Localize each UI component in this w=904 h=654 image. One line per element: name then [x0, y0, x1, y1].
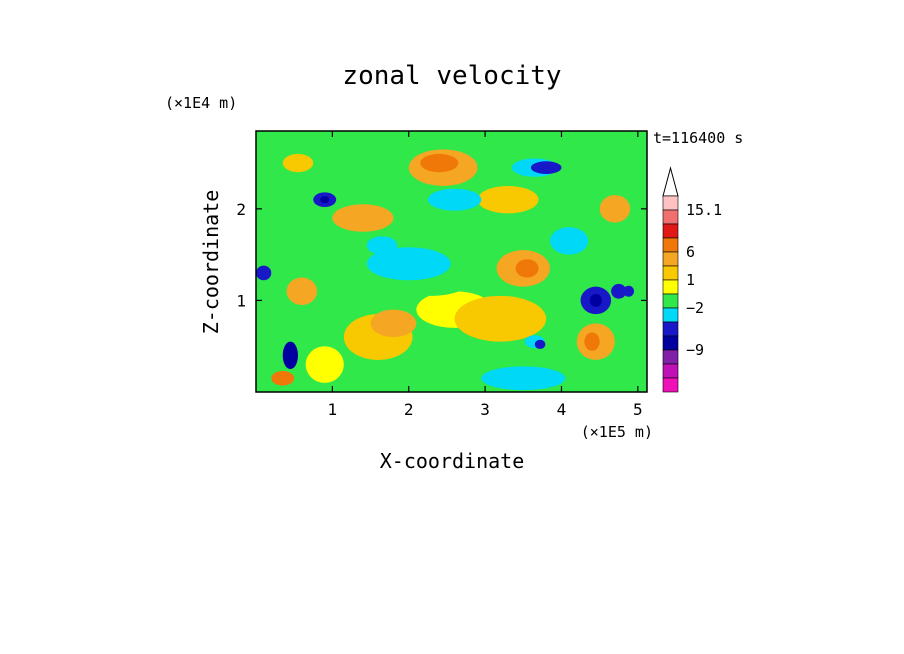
field-contour-17: [481, 366, 566, 391]
x-tick-label: 2: [404, 400, 414, 419]
field-contour-15: [366, 247, 451, 281]
x-axis: 1 2 3 4 5: [328, 131, 643, 419]
colorbar-swatch: [662, 335, 679, 351]
colorbar-tick-label: 6: [686, 243, 695, 261]
field-contour-34: [271, 370, 295, 386]
colorbar-swatch: [662, 349, 679, 365]
chart-title: zonal velocity: [342, 61, 561, 91]
field-contour-3: [370, 309, 417, 338]
time-label: t=116400 s: [653, 129, 743, 147]
field-contour-9: [584, 332, 600, 351]
colorbar-tick-label: 15.1: [686, 201, 722, 219]
field-contour-24: [534, 339, 546, 349]
colorbar-swatch: [662, 251, 679, 267]
field-contour-16: [427, 188, 482, 211]
field-contour-20: [530, 161, 562, 175]
x-tick-label: 4: [557, 400, 567, 419]
field-contour-25: [366, 236, 398, 255]
colorbar-tick-label: −2: [686, 299, 704, 317]
field-contour-18: [550, 227, 589, 255]
colorbar-swatch: [662, 279, 679, 295]
x-tick-label: 3: [480, 400, 490, 419]
x-tick-label: 5: [633, 400, 643, 419]
x-tick-label: 1: [328, 400, 338, 419]
colorbar-swatch: [662, 223, 679, 239]
y-tick-label: 2: [236, 200, 246, 219]
field-contour-11: [477, 185, 539, 214]
field-contour-7: [515, 259, 539, 278]
colorbar-swatch: [662, 265, 679, 281]
field-contour-33: [282, 341, 299, 370]
y-axis: 12: [236, 200, 647, 310]
colorbar-swatch: [662, 307, 679, 323]
field-contour-12: [286, 277, 318, 305]
velocity-field: [256, 131, 647, 392]
plot-frame: [255, 130, 648, 393]
field-contour-31: [282, 153, 314, 173]
y-axis-title: Z-coordinate: [199, 190, 223, 335]
field-contour-29: [623, 285, 635, 297]
field-contour-28: [611, 283, 627, 299]
field-contour-10: [332, 204, 394, 232]
field-contour-27: [320, 196, 330, 204]
field-contour-32: [599, 195, 631, 223]
field-contour-5: [454, 295, 547, 342]
y-unit-label: (×1E4 m): [165, 94, 237, 112]
field-contour-22: [589, 294, 602, 307]
colorbar-tick-label: −9: [686, 341, 704, 359]
field-contour-13: [305, 346, 344, 383]
colorbar-tick-label: 1: [686, 271, 695, 289]
colorbar-swatch: [662, 209, 679, 225]
y-tick-label: 1: [236, 291, 246, 310]
colorbar-swatch: [662, 321, 679, 337]
colorbar-swatch: [662, 237, 679, 253]
colorbar-swatch: [662, 195, 679, 211]
colorbar-extend-arrow: [662, 166, 679, 197]
x-axis-title: X-coordinate: [380, 449, 525, 473]
colorbar-swatch: [662, 363, 679, 379]
colorbar-swatch: [662, 377, 679, 393]
colorbar: 15.1 6 1 −2 −9: [662, 166, 722, 393]
x-unit-label: (×1E5 m): [581, 423, 653, 441]
field-contour-30: [256, 265, 272, 281]
colorbar-swatch: [662, 293, 679, 309]
field-contour-1: [420, 153, 459, 173]
